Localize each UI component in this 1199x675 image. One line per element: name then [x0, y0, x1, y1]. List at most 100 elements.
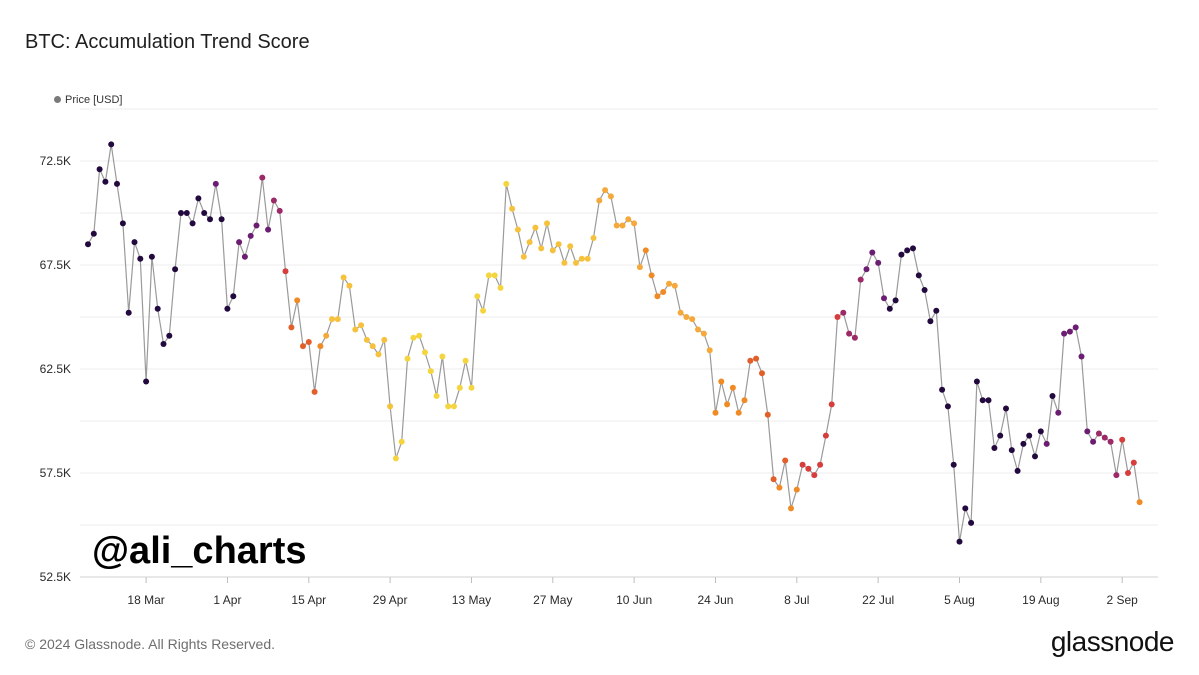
price-point[interactable] — [770, 476, 777, 483]
price-point[interactable] — [387, 403, 394, 410]
price-point[interactable] — [1014, 467, 1021, 474]
price-point[interactable] — [375, 351, 382, 358]
price-point[interactable] — [985, 397, 992, 404]
price-point[interactable] — [108, 141, 115, 148]
price-point[interactable] — [282, 268, 289, 275]
price-point[interactable] — [474, 293, 481, 300]
price-point[interactable] — [764, 411, 771, 418]
price-point[interactable] — [822, 432, 829, 439]
price-point[interactable] — [613, 222, 620, 229]
price-point[interactable] — [892, 297, 899, 304]
price-point[interactable] — [125, 309, 132, 316]
price-point[interactable] — [329, 316, 335, 323]
price-point[interactable] — [398, 438, 405, 445]
price-point[interactable] — [131, 239, 138, 246]
price-point[interactable] — [793, 486, 800, 493]
price-point[interactable] — [1008, 447, 1015, 454]
price-point[interactable] — [96, 166, 103, 173]
price-point[interactable] — [1061, 330, 1068, 337]
price-point[interactable] — [1037, 428, 1044, 435]
price-point[interactable] — [526, 239, 533, 246]
price-point[interactable] — [968, 519, 975, 526]
price-point[interactable] — [590, 235, 597, 241]
price-point[interactable] — [451, 403, 457, 410]
price-point[interactable] — [462, 357, 469, 364]
price-point[interactable] — [1136, 499, 1143, 506]
price-point[interactable] — [1072, 324, 1079, 331]
price-point[interactable] — [753, 355, 760, 362]
price-point[interactable] — [544, 220, 550, 227]
price-point[interactable] — [480, 307, 487, 314]
price-point[interactable] — [578, 255, 585, 262]
price-point[interactable] — [497, 284, 504, 291]
price-point[interactable] — [549, 247, 556, 254]
price-point[interactable] — [90, 230, 97, 237]
price-point[interactable] — [143, 378, 150, 385]
price-point[interactable] — [236, 239, 243, 246]
price-point[interactable] — [910, 245, 916, 252]
price-point[interactable] — [259, 174, 266, 181]
price-point[interactable] — [241, 253, 248, 260]
price-point[interactable] — [154, 305, 161, 312]
price-point[interactable] — [1026, 432, 1033, 439]
price-point[interactable] — [927, 318, 934, 325]
price-point[interactable] — [102, 178, 109, 185]
price-point[interactable] — [270, 197, 277, 204]
price-point[interactable] — [799, 461, 806, 468]
price-point[interactable] — [805, 465, 812, 472]
price-point[interactable] — [712, 409, 719, 416]
price-point[interactable] — [706, 347, 713, 354]
price-point[interactable] — [817, 461, 824, 468]
price-point[interactable] — [584, 255, 591, 262]
price-point[interactable] — [933, 307, 940, 314]
price-point[interactable] — [358, 322, 365, 329]
price-point[interactable] — [1043, 440, 1050, 447]
price-point[interactable] — [119, 220, 126, 227]
price-point[interactable] — [607, 193, 614, 200]
price-point[interactable] — [747, 357, 754, 364]
price-point[interactable] — [857, 276, 864, 283]
price-point[interactable] — [207, 216, 213, 223]
price-point[interactable] — [439, 353, 446, 360]
price-point[interactable] — [172, 266, 179, 273]
price-point[interactable] — [166, 332, 173, 339]
price-point[interactable] — [334, 316, 341, 323]
price-point[interactable] — [305, 339, 312, 345]
price-point[interactable] — [294, 297, 301, 304]
price-point[interactable] — [666, 280, 672, 287]
price-point[interactable] — [369, 343, 376, 350]
price-point[interactable] — [352, 326, 359, 333]
price-point[interactable] — [782, 457, 789, 464]
price-point[interactable] — [840, 309, 847, 316]
price-point[interactable] — [1020, 440, 1027, 447]
price-point[interactable] — [811, 472, 818, 479]
price-point[interactable] — [1130, 459, 1137, 466]
price-point[interactable] — [555, 241, 562, 248]
price-point[interactable] — [718, 378, 725, 385]
price-point[interactable] — [520, 253, 527, 260]
price-point[interactable] — [834, 314, 841, 320]
price-point[interactable] — [265, 226, 272, 233]
price-point[interactable] — [503, 180, 510, 187]
price-point[interactable] — [230, 293, 237, 300]
price-point[interactable] — [863, 266, 870, 273]
price-point[interactable] — [114, 180, 120, 187]
price-point[interactable] — [288, 324, 295, 331]
price-point[interactable] — [1095, 430, 1102, 437]
price-point[interactable] — [201, 210, 208, 216]
price-point[interactable] — [671, 282, 678, 289]
price-point[interactable] — [660, 289, 667, 295]
price-point[interactable] — [631, 220, 638, 227]
price-point[interactable] — [509, 205, 516, 212]
price-point[interactable] — [340, 274, 347, 281]
price-point[interactable] — [1078, 353, 1085, 360]
price-point[interactable] — [1125, 470, 1131, 476]
price-point[interactable] — [851, 334, 858, 341]
price-point[interactable] — [346, 282, 353, 289]
price-point[interactable] — [898, 251, 905, 258]
price-point[interactable] — [950, 461, 957, 468]
price-point[interactable] — [944, 403, 951, 410]
price-point[interactable] — [468, 384, 475, 391]
price-point[interactable] — [1032, 453, 1038, 460]
price-point[interactable] — [410, 334, 417, 341]
